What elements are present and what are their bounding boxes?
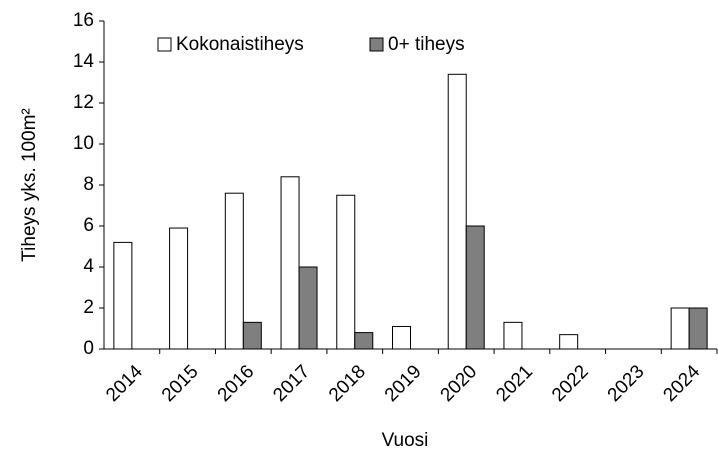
x-tick-label: 2019	[381, 361, 426, 406]
x-tick-label: 2016	[214, 361, 259, 406]
x-tick-label: 2014	[102, 361, 147, 406]
bar	[242, 321, 262, 350]
y-tick-label: 8	[83, 174, 94, 195]
bar	[298, 266, 318, 350]
y-tick-label: 4	[83, 256, 94, 277]
legend-label: Kokonaistiheys	[176, 34, 304, 55]
bar	[670, 307, 690, 350]
x-tick-label: 2020	[437, 361, 482, 406]
legend-label: 0+ tiheys	[388, 34, 465, 55]
x-tick-label: 2018	[325, 361, 370, 406]
y-tick-label: 10	[73, 133, 94, 154]
x-tick-label: 2022	[548, 361, 593, 406]
y-axis-title: Tiheys yks. 100m²	[19, 108, 40, 261]
legend-swatch	[369, 37, 384, 52]
bar	[559, 334, 579, 350]
bar	[336, 194, 356, 350]
y-tick-label: 0	[83, 338, 94, 359]
x-tick-label: 2021	[492, 361, 537, 406]
bar	[503, 321, 523, 350]
bar	[280, 176, 300, 350]
y-tick-label: 6	[83, 215, 94, 236]
y-tick-label: 12	[73, 92, 94, 113]
y-tick-label: 2	[83, 297, 94, 318]
x-tick-label: 2024	[659, 361, 704, 406]
x-tick-label: 2023	[604, 361, 649, 406]
bar	[465, 225, 485, 350]
bar	[354, 332, 374, 350]
y-tick-label: 16	[73, 10, 94, 31]
x-tick-label: 2017	[269, 361, 314, 406]
x-axis-title: Vuosi	[382, 430, 429, 451]
bar	[447, 73, 467, 350]
bar	[224, 192, 244, 350]
legend-swatch	[157, 37, 172, 52]
bar	[392, 325, 411, 350]
bar	[169, 227, 189, 350]
bar	[113, 241, 133, 350]
x-tick-label: 2015	[158, 361, 203, 406]
bar	[688, 307, 708, 350]
y-tick-label: 14	[73, 51, 95, 72]
